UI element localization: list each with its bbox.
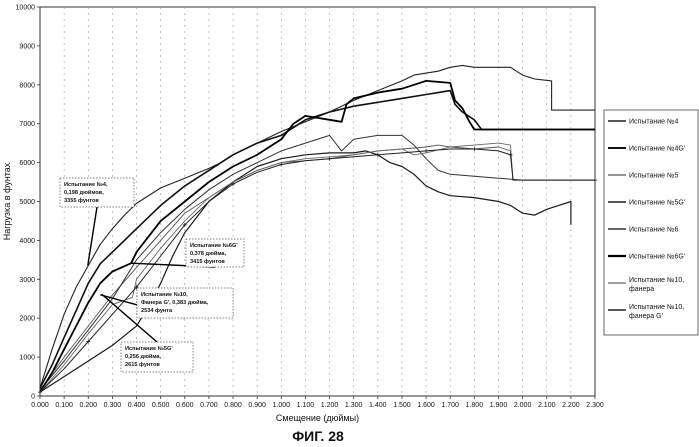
- x-tick-label: 1.000: [273, 402, 291, 409]
- x-tick-label: 1.500: [393, 402, 411, 409]
- x-tick-label: 2.000: [514, 402, 532, 409]
- x-tick-label: 1.600: [417, 402, 435, 409]
- y-tick-label: 9000: [19, 43, 35, 50]
- annotation-text: 3415 фунтов: [190, 258, 225, 265]
- x-tick-label: 0.200: [79, 402, 97, 409]
- legend: Испытание №4 Испытание №4G' Испытание №5 Ис…: [604, 110, 698, 335]
- annotation-text: 2615 фунтов: [125, 361, 160, 368]
- y-tick-label: 6000: [19, 160, 35, 167]
- legend-label: Испытание №10,: [629, 304, 684, 311]
- x-tick-label: 2.100: [538, 402, 556, 409]
- x-tick-label: 1.800: [466, 402, 484, 409]
- x-tick-label: 0.300: [104, 402, 122, 409]
- x-axis-title: Смещение (дюймы): [276, 413, 359, 423]
- x-tick-label: 1.300: [345, 402, 363, 409]
- legend-box: [604, 110, 698, 335]
- x-tick-label: 2.200: [562, 402, 580, 409]
- annotation-text: 3355 фунтов: [64, 197, 99, 204]
- annotation-text: Испытание №6G': [190, 243, 238, 249]
- y-tick-label: 7000: [19, 121, 35, 128]
- legend-label: Испытание №4G': [629, 146, 685, 153]
- x-tick-label: 1.900: [490, 402, 508, 409]
- x-tick-label: 1.100: [297, 402, 315, 409]
- x-tick-label: 0.400: [128, 402, 146, 409]
- legend-label: Испытание №5G': [629, 200, 685, 207]
- x-tick-label: 0.900: [248, 402, 266, 409]
- x-tick-label: 0.500: [152, 402, 170, 409]
- y-tick-label: 5000: [19, 199, 35, 206]
- y-axis-title: Нагрузка в фунтах: [2, 162, 12, 240]
- legend-label: фанера G': [629, 313, 663, 320]
- legend-label: Испытание №6: [629, 227, 678, 234]
- figure-caption: ФИГ. 28: [292, 428, 344, 444]
- x-tick-label: 2.300: [586, 402, 604, 409]
- annotation-text: 0,256 дюйма,: [125, 353, 161, 360]
- annotation-text: 0,378 дюйма,: [190, 250, 226, 257]
- legend-label: Испытание №10,: [629, 277, 684, 284]
- x-tick-label: 1.700: [441, 402, 459, 409]
- annotation-text: Испытание №4,: [64, 182, 108, 188]
- legend-label: фанера: [629, 286, 654, 293]
- annotation-text: Фанера G', 0,383 дюйма,: [141, 299, 209, 306]
- legend-label: Испытание №6G': [629, 254, 685, 261]
- x-tick-label: 1.200: [321, 402, 339, 409]
- legend-label: Испытание №5: [629, 173, 678, 180]
- y-tick-label: 1000: [19, 355, 35, 362]
- y-tick-label: 4000: [19, 238, 35, 245]
- x-tick-label: 0.100: [55, 402, 73, 409]
- y-tick-label: 8000: [19, 82, 35, 89]
- y-tick-label: 10000: [16, 5, 36, 12]
- y-tick-label: 3000: [19, 277, 35, 284]
- annotation-text: Испытание №10,: [141, 292, 188, 298]
- x-tick-label: 0.800: [224, 402, 242, 409]
- x-tick-label: 0.600: [176, 402, 194, 409]
- x-tick-label: 1.400: [369, 402, 387, 409]
- annotation-text: 0,198 дюймов,: [64, 189, 104, 196]
- annotation-text: 2534 фунта: [141, 307, 173, 314]
- y-tick-label: 0: [31, 394, 35, 401]
- x-tick-label: 0.700: [200, 402, 218, 409]
- x-tick-label: 0.000: [31, 402, 49, 409]
- y-tick-label: 2000: [19, 316, 35, 323]
- legend-label: Испытание №4: [629, 119, 678, 126]
- annotation-text: Испытание №5G': [125, 346, 173, 352]
